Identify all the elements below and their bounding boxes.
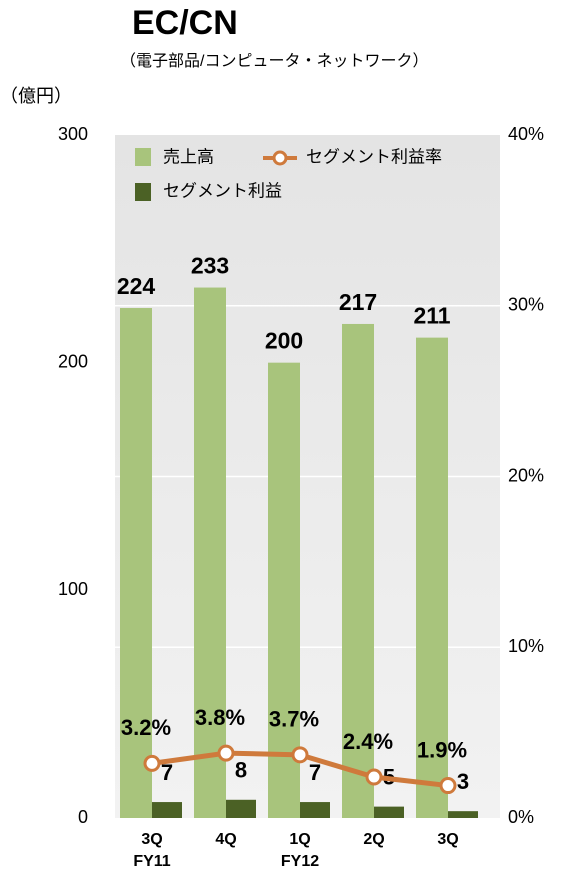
x-tick-label: 4Q <box>215 831 236 848</box>
bar <box>416 337 448 818</box>
data-label: 2.4% <box>343 729 393 754</box>
line-marker <box>143 754 161 772</box>
legend-label: 売上高 <box>163 147 214 166</box>
legend-swatch <box>272 150 288 166</box>
line-marker <box>439 777 457 795</box>
y-tick-label: 200 <box>58 351 88 371</box>
data-label: 224 <box>117 273 156 299</box>
legend-label: セグメント利益 <box>163 181 282 200</box>
data-label: 3.2% <box>121 715 171 740</box>
data-label: 7 <box>309 760 321 785</box>
bar <box>226 799 256 818</box>
y2-tick-label: 40% <box>508 124 544 144</box>
data-label: 233 <box>191 253 229 279</box>
line-marker <box>291 746 309 764</box>
data-label: 3.7% <box>269 707 319 732</box>
x-tick-label: 2Q <box>363 831 384 848</box>
line-marker <box>365 768 383 786</box>
legend-label: セグメント利益率 <box>306 147 442 166</box>
y-axis-label: （億円） <box>0 86 72 106</box>
legend-swatch <box>135 183 151 201</box>
bar <box>300 802 330 818</box>
y2-tick-label: 20% <box>508 465 544 485</box>
y2-tick-label: 0% <box>508 807 534 827</box>
data-label: 211 <box>413 303 450 329</box>
x-tick-label: 3Q <box>141 831 162 848</box>
chart-title: EC/CN <box>132 4 238 42</box>
bar <box>152 802 182 818</box>
bar <box>268 362 300 818</box>
x-group-label: FY12 <box>281 853 319 870</box>
bar <box>448 811 478 818</box>
bar <box>120 308 152 818</box>
data-label: 1.9% <box>417 737 467 762</box>
bar <box>342 323 374 818</box>
line-marker <box>217 744 235 762</box>
x-tick-label: 3Q <box>437 831 458 848</box>
x-group-label: FY11 <box>133 853 170 870</box>
y-tick-label: 100 <box>58 579 88 599</box>
y2-tick-label: 30% <box>508 295 544 315</box>
data-label: 3 <box>457 769 469 794</box>
data-label: 8 <box>235 758 247 783</box>
legend-swatch <box>135 148 151 166</box>
data-label: 217 <box>339 289 377 315</box>
y-tick-label: 300 <box>58 124 88 144</box>
data-label: 3.8% <box>195 705 245 730</box>
data-label: 200 <box>265 328 303 354</box>
data-label: 7 <box>161 760 173 785</box>
x-tick-label: 1Q <box>289 831 310 848</box>
bar <box>194 287 226 819</box>
y-tick-label: 0 <box>78 807 88 827</box>
chart-subtitle: （電子部品/コンピュータ・ネットワーク） <box>120 52 428 70</box>
y2-tick-label: 10% <box>508 636 544 656</box>
bar <box>374 806 404 818</box>
